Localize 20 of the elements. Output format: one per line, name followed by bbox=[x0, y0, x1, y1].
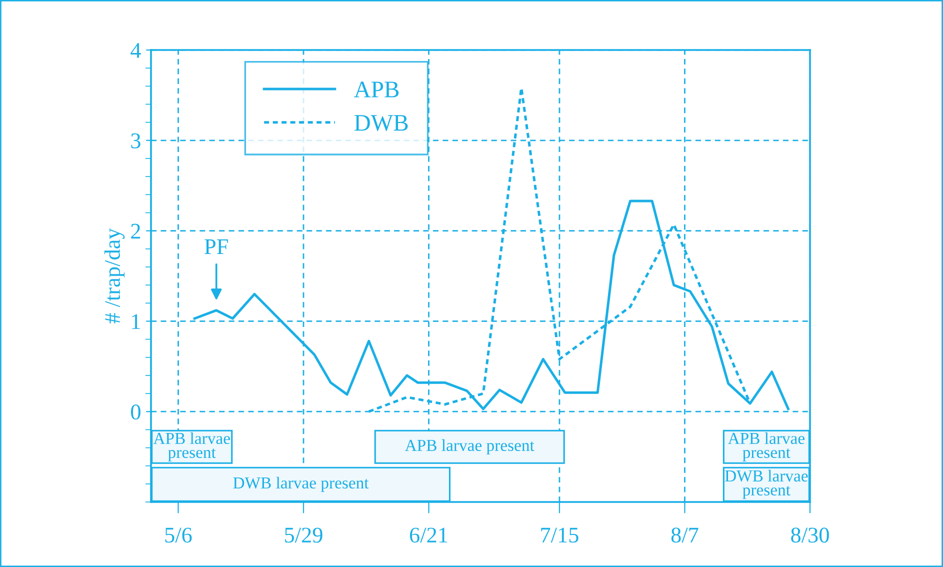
legend-label: DWB bbox=[354, 115, 408, 131]
legend-label: APB bbox=[354, 82, 399, 98]
band-label: APB larvae present bbox=[153, 432, 230, 462]
y-tick-label: 2 bbox=[131, 224, 140, 239]
y-axis-title: # /trap/day bbox=[104, 228, 125, 324]
y-tick-label: 3 bbox=[131, 133, 140, 148]
x-tick-label: 7/15 bbox=[541, 528, 578, 543]
band-label: DWB larvae present bbox=[233, 476, 369, 492]
band-label: APB larvae present bbox=[404, 439, 534, 454]
annotation: PF bbox=[204, 239, 228, 254]
x-tick-label: 5/6 bbox=[165, 528, 192, 543]
band-label: DWB larvae present bbox=[725, 470, 808, 499]
y-tick-label: 0 bbox=[131, 404, 140, 420]
x-tick-label: 8/7 bbox=[671, 528, 698, 543]
y-tick-label: 1 bbox=[132, 314, 140, 329]
band-label: APB larvae present bbox=[728, 432, 804, 462]
x-tick-label: 5/29 bbox=[285, 528, 322, 543]
x-tick-label: 6/21 bbox=[410, 528, 448, 543]
y-tick-label: 4 bbox=[130, 43, 141, 58]
x-tick-label: 8/30 bbox=[791, 528, 829, 543]
